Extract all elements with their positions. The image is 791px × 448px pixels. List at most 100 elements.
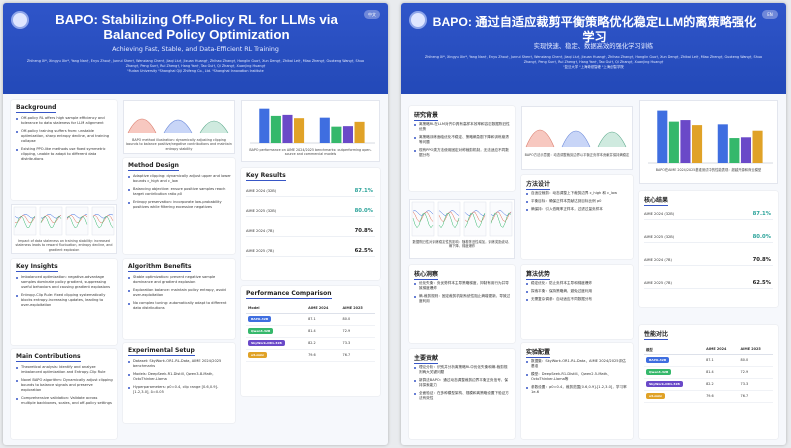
column-header: Model xyxy=(246,304,307,314)
bullet-item: 平衡目标：确保正样本贡献达到目标比例 ρ0 xyxy=(526,199,629,204)
result-label: AIME 2024 (7B) xyxy=(644,258,672,262)
mini-series-line xyxy=(40,214,62,223)
bar-mark xyxy=(259,108,270,143)
bar-mark xyxy=(294,118,305,143)
poster-header: EN BAPO: 通过自适应裁剪平衡策略优化稳定LLM的离策略强化学习 实现快速… xyxy=(401,3,786,94)
key-results-section: 核心结果 AIME 2024 (32B) 87.1% AIME 2025 (32B)… xyxy=(639,191,778,307)
key-result-row: AIME 2025 (32B) 80.0% xyxy=(246,206,375,217)
bar-mark xyxy=(282,114,293,143)
key-result-row: AIME 2025 (7B) 62.5% xyxy=(644,278,773,289)
bullet-text: No complex tuning: automatically adapt t… xyxy=(133,301,227,310)
setup-section: Experimental Setup Dataset: SkyWork-OR1-… xyxy=(123,343,235,423)
bullet-item: Comprehensive validation: Validate acros… xyxy=(16,396,113,406)
table-cell: 72.9 xyxy=(340,325,375,338)
model-chip: Qwen3-32B xyxy=(646,369,672,375)
table-cell: 87.1 xyxy=(306,313,341,326)
background-section: Background Off-policy RL offers high sam… xyxy=(11,100,117,200)
setup-section: 实验配置 数据集：SkyWork-OR1-RL-Data，AIME 2024/2… xyxy=(521,343,633,439)
result-value: 70.8% xyxy=(752,257,771,263)
mini-plot-frame xyxy=(437,201,461,237)
bullet-text: Entropy preservation: incorporate low-pr… xyxy=(133,200,222,209)
method-section: 方法设计 自适应裁剪：动态调整上下裁剪边界 c_high 和 c_low 平衡目标… xyxy=(521,175,633,259)
table-cell: 82.2 xyxy=(306,337,341,350)
model-chip: BAPO-32B xyxy=(248,316,272,322)
university-logo-icon xyxy=(11,11,29,29)
column-header: AIME 2024 xyxy=(306,304,341,314)
clipping-illustration xyxy=(525,129,627,148)
bullet-text: 新算法BAPO：通过动态调整裁剪边界平衡正负信号，保持探索能力 xyxy=(419,378,508,387)
table-cell: 79.6 xyxy=(704,390,739,403)
mini-series-line xyxy=(412,213,434,229)
section-title: Key Insights xyxy=(16,263,58,272)
bullet-text: 稳定优化：防止负样本主导和梯度爆炸 xyxy=(531,281,593,285)
result-label: AIME 2024 (7B) xyxy=(246,229,274,233)
section-title: 实验配置 xyxy=(526,349,551,358)
bullet-text: Comprehensive validation: Validate acros… xyxy=(21,396,112,405)
distribution-curve xyxy=(163,119,193,134)
mini-plot-frame xyxy=(489,201,513,237)
bullet-text: Balancing objective: ensure positive sam… xyxy=(133,187,226,196)
bar-mark xyxy=(740,137,752,163)
language-toggle-button[interactable]: 中文 xyxy=(364,10,380,19)
bullet-item: No complex tuning: automatically adapt t… xyxy=(128,301,231,311)
section-title: Main Contributions xyxy=(16,353,81,362)
result-value: 70.8% xyxy=(354,228,373,234)
mini-series-line xyxy=(92,214,114,224)
bullet-item: Exploration balance: maintain policy ent… xyxy=(128,288,231,298)
section-title: 性能对比 xyxy=(644,331,669,340)
bullet-item: 全面验证：在多种模型架构、规模和离策略设置下验证方法有效性 xyxy=(414,391,511,401)
section-title: 核心洞察 xyxy=(414,271,439,280)
table-row: o3-mini 79.6 76.7 xyxy=(246,349,375,362)
key-result-row: AIME 2024 (7B) 70.8% xyxy=(246,226,375,237)
bullet-item: 优化失衡：负优势样本主导策略梯度，抑制有用行为并导致梯度爆炸 xyxy=(414,281,511,291)
table-row: SkyWork-OR1-32B 82.2 73.3 xyxy=(644,378,773,391)
section-title: Key Results xyxy=(246,172,286,181)
poster-title: BAPO: Stabilizing Off-Policy RL for LLMs… xyxy=(55,12,338,42)
bar-mark xyxy=(657,110,668,163)
bullet-item: Novel BAPO algorithm: Dynamically adjust… xyxy=(16,378,113,393)
model-chip: o3-mini xyxy=(646,393,665,399)
table-row: BAPO-32B 87.1 80.0 xyxy=(644,354,773,367)
poster-english: 中文 BAPO: Stabilizing Off-Policy RL for L… xyxy=(3,3,388,445)
mini-series-line xyxy=(490,211,512,222)
table-cell: 76.7 xyxy=(340,349,375,362)
table-cell: 79.6 xyxy=(306,349,341,362)
model-chip: o3-mini xyxy=(248,352,267,358)
staleness-line-charts xyxy=(411,201,513,237)
mini-series-line xyxy=(464,212,486,229)
mini-series-line xyxy=(14,215,36,228)
result-label: AIME 2024 (32B) xyxy=(246,189,277,193)
bar-mark xyxy=(331,126,342,143)
table-row: SkyWork-OR1-32B 82.2 73.3 xyxy=(246,337,375,350)
bullet-item: 熵保持：引入低概率正样本，过滤过量负样本 xyxy=(526,207,629,212)
bullet-item: Imbalanced optimization: negative-advant… xyxy=(16,275,113,290)
insights-section: Key Insights Imbalanced optimization: ne… xyxy=(11,259,117,345)
staleness-figure: 数据陈旧性对训练稳定性的影响：随着陈旧性增加，训练奖励波动、熵下降、梯度爆炸 xyxy=(409,199,515,259)
section-title: Performance Comparison xyxy=(246,290,332,299)
mini-series-line xyxy=(438,210,460,216)
distribution-curve xyxy=(525,129,555,148)
aime-bar-chart xyxy=(250,108,375,144)
column-header: AIME 2025 xyxy=(340,304,375,314)
bullet-text: Theoretical analysis: Identify and analy… xyxy=(21,365,106,374)
table-cell: 73.3 xyxy=(738,378,773,391)
bullet-item: 数据集：SkyWork-OR1-RL-Data，AIME 2024/2025评估… xyxy=(526,359,629,369)
bullet-text: 探索平衡：保持策略熵，避免过度利用 xyxy=(531,289,593,293)
bullet-text: Novel BAPO algorithm: Dynamically adjust… xyxy=(21,378,113,392)
bullet-item: Models: DeepSeek-R1-Distill, Qwen3-8-Mat… xyxy=(128,372,231,382)
result-label: AIME 2025 (32B) xyxy=(246,209,277,213)
bullet-item: 离策略RL在LLM对齐中具有高样本效率和容忍数据陈旧性优势 xyxy=(414,122,511,132)
bullet-text: 离策略RL在LLM对齐中具有高样本效率和容忍数据陈旧性优势 xyxy=(419,122,510,131)
table-row: Qwen3-32B 81.4 72.9 xyxy=(246,325,375,338)
section-title: Background xyxy=(16,104,57,113)
mini-series-line xyxy=(412,211,434,222)
affiliations: ¹复旦大学 ²上海奇绩智峰 ³上海创智学院 xyxy=(563,65,624,69)
mini-series-line xyxy=(40,215,62,228)
bullet-text: Off-policy RL offers high sample efficie… xyxy=(21,116,105,125)
bar-mark xyxy=(680,120,691,163)
table-row: o3-mini 79.6 76.7 xyxy=(644,390,773,403)
table-row: Qwen3-32B 81.4 72.9 xyxy=(644,366,773,379)
bullet-item: 理论分析：识别并分析离策略RL中优化失衡和熵-裁剪规则两大关键问题 xyxy=(414,365,511,375)
bullet-text: Stable optimization: prevent negative sa… xyxy=(133,275,216,284)
language-toggle-button[interactable]: EN xyxy=(762,10,778,19)
